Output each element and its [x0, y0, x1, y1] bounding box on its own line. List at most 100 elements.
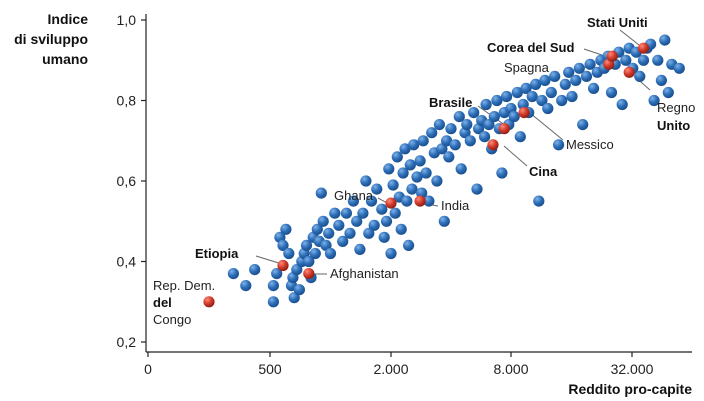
leader-cina	[503, 145, 528, 167]
x-tick-label: 8.000	[493, 361, 528, 377]
data-point	[662, 86, 674, 99]
x-tick-label: 500	[258, 361, 282, 377]
data-point	[303, 255, 315, 268]
data-point	[324, 247, 337, 260]
leader-corea	[583, 48, 603, 56]
data-point	[461, 119, 473, 131]
y-axis-label-line-2: di sviluppo	[14, 31, 88, 47]
data-point	[414, 155, 426, 167]
data-point	[300, 239, 313, 251]
highlighted-point	[277, 259, 289, 272]
data-point	[556, 94, 568, 107]
data-point	[620, 54, 632, 66]
data-point	[533, 195, 545, 207]
data-point	[605, 86, 618, 99]
label-etiopia: Etiopia	[195, 246, 239, 261]
data-point	[249, 264, 261, 276]
data-point	[277, 239, 289, 251]
label-stati-uniti: Stati Uniti	[587, 15, 648, 30]
data-point	[491, 94, 503, 107]
data-point	[648, 94, 660, 107]
label-ghana: Ghana	[334, 188, 374, 203]
data-point	[337, 235, 349, 247]
data-point	[387, 179, 399, 191]
label-rep-dem: Rep. Dem.	[153, 278, 215, 293]
data-point	[520, 82, 532, 94]
data-point	[659, 34, 671, 46]
data-point	[329, 207, 341, 219]
data-point	[365, 195, 378, 207]
data-point	[488, 111, 500, 123]
data-point	[397, 167, 409, 179]
data-point	[655, 74, 668, 86]
data-points	[203, 34, 685, 308]
data-point	[501, 90, 513, 103]
data-point	[267, 296, 279, 308]
y-tick-label: 0,4	[117, 254, 137, 270]
highlighted-point	[606, 50, 618, 62]
data-point	[411, 171, 423, 183]
data-point	[464, 135, 476, 147]
data-point	[441, 135, 453, 147]
data-point	[395, 223, 407, 235]
label-india: India	[441, 198, 470, 213]
data-point	[616, 98, 628, 111]
data-point	[588, 82, 600, 94]
highlighted-point	[303, 268, 315, 280]
data-point	[399, 143, 411, 155]
data-point	[311, 223, 323, 235]
data-point	[563, 66, 575, 78]
data-point	[288, 292, 300, 304]
y-tick-label: 0,2	[117, 334, 137, 350]
data-point	[283, 247, 295, 260]
data-point	[344, 227, 356, 239]
leader-etiopia	[255, 255, 283, 265]
data-point	[553, 139, 565, 151]
data-point	[584, 58, 596, 70]
data-point	[433, 119, 445, 131]
data-point	[291, 264, 303, 276]
y-tick-label: 0,8	[117, 93, 137, 109]
highlighted-point	[498, 123, 510, 135]
x-tick-label: 0	[144, 361, 152, 377]
y-tick-label: 1,0	[117, 12, 137, 28]
data-point	[577, 119, 589, 131]
data-point	[468, 107, 480, 119]
data-point	[376, 203, 388, 215]
data-point	[479, 131, 491, 143]
data-point	[496, 167, 508, 179]
y-axis-label-line-1: Indice	[48, 11, 89, 27]
data-point	[378, 231, 390, 243]
data-point	[354, 243, 366, 255]
data-point	[514, 131, 526, 143]
label-cina: Cina	[529, 164, 558, 179]
data-point	[443, 151, 455, 163]
data-point	[317, 215, 329, 227]
x-ticks: 0 500 2.000 8.000 32.000	[144, 352, 654, 377]
data-point	[406, 183, 418, 195]
leader-stati-uniti	[619, 29, 640, 46]
data-point	[333, 219, 345, 231]
highlighted-point	[623, 66, 635, 78]
data-point	[391, 151, 403, 163]
data-point	[634, 70, 646, 82]
highlighted-point	[414, 195, 426, 207]
data-point	[323, 227, 335, 239]
data-point	[403, 239, 415, 251]
y-ticks: 0,2 0,4 0,6 0,8 1,0	[117, 12, 146, 350]
data-point	[368, 219, 380, 231]
data-point	[417, 135, 429, 147]
data-point	[453, 111, 465, 123]
label-unito: Unito	[657, 118, 690, 133]
data-point	[340, 207, 352, 219]
data-point	[267, 280, 279, 292]
highlighted-point	[637, 42, 650, 54]
data-point	[431, 175, 443, 187]
data-point	[389, 207, 401, 219]
data-point	[673, 62, 685, 74]
data-point	[351, 215, 363, 227]
data-point	[371, 183, 383, 195]
data-point	[559, 78, 571, 90]
data-point	[526, 90, 538, 103]
